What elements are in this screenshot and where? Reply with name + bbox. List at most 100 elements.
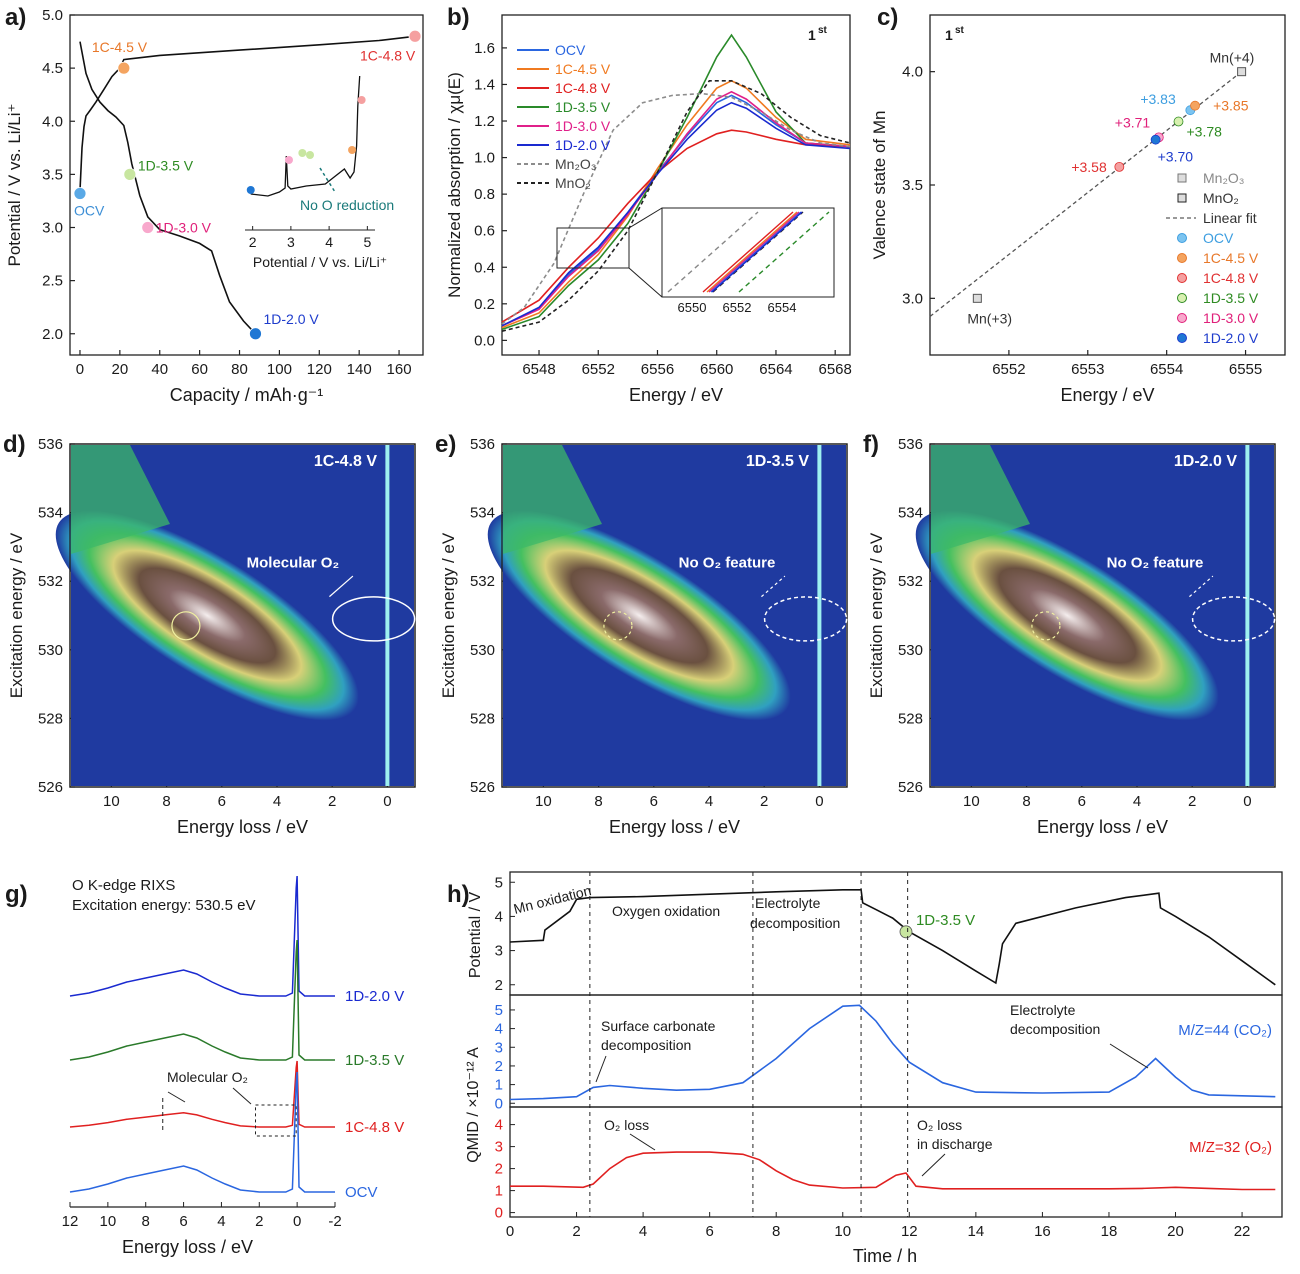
state-label: 1D-2.0 V bbox=[263, 311, 319, 327]
xanes-curve bbox=[501, 80, 851, 332]
phase-label: Mn oxidation bbox=[512, 882, 593, 917]
x-tick-label: 4 bbox=[273, 793, 281, 810]
x-tick-label: 6 bbox=[705, 1223, 713, 1240]
x-axis-label: Energy loss / eV bbox=[609, 817, 740, 837]
rixs-tail bbox=[503, 445, 602, 554]
xanes-curve bbox=[501, 94, 851, 327]
plot-frame bbox=[501, 443, 848, 788]
x-tick-label: 6554 bbox=[1150, 361, 1183, 378]
x-tick-label: 6555 bbox=[1229, 361, 1262, 378]
x-tick-label: 8 bbox=[1022, 793, 1030, 810]
panel-label: d) bbox=[3, 431, 26, 458]
x-tick-label: 6548 bbox=[522, 361, 555, 378]
y-tick-label: 526 bbox=[898, 779, 923, 796]
y-tick-label: 0.6 bbox=[474, 223, 495, 240]
legend-entry: 1C-4.5 V bbox=[1203, 250, 1259, 266]
trace-annotation: O₂ loss bbox=[604, 1117, 649, 1133]
x-tick-label: 20 bbox=[112, 361, 129, 378]
y-axis-label: Potential / V bbox=[467, 892, 484, 979]
y-tick-label: 3.0 bbox=[42, 220, 63, 237]
y-tick-label: 530 bbox=[470, 642, 495, 659]
spectrum-title: Excitation energy: 530.5 eV bbox=[72, 897, 255, 914]
trace-annotation: Surface carbonate bbox=[601, 1018, 716, 1034]
y-tick-label: 528 bbox=[470, 710, 495, 727]
x-tick-label: 10 bbox=[535, 793, 552, 810]
x-tick-label: 6 bbox=[218, 793, 226, 810]
xanes-curve bbox=[501, 101, 851, 327]
spectrum-label: 1C-4.8 V bbox=[345, 1119, 404, 1136]
map-title: 1D-3.5 V bbox=[746, 453, 809, 470]
spectrum-label: 1D-2.0 V bbox=[345, 988, 404, 1005]
y-tick-label: 4 bbox=[495, 1021, 503, 1038]
valence-marker bbox=[1150, 134, 1161, 145]
y-tick-label: 0 bbox=[495, 1095, 503, 1112]
y-tick-label: 2.5 bbox=[42, 273, 63, 290]
plot-frame bbox=[929, 443, 1276, 788]
zoom-curve bbox=[706, 211, 798, 293]
y-tick-label: 536 bbox=[898, 436, 923, 453]
x-tick-label: 0 bbox=[506, 1223, 514, 1240]
x-tick-label: 6560 bbox=[700, 361, 733, 378]
y-tick-label: 534 bbox=[470, 505, 495, 522]
annotation-arrow bbox=[761, 575, 786, 598]
y-tick-label: 2 bbox=[495, 1058, 503, 1075]
x-tick-label: 0 bbox=[383, 793, 391, 810]
legend-entry: OCV bbox=[555, 42, 586, 58]
valence-label: +3.85 bbox=[1213, 98, 1249, 114]
x-tick-label: 20 bbox=[1167, 1223, 1184, 1240]
cycle-label-sup: st bbox=[818, 25, 828, 36]
legend-entry: MnO₂ bbox=[555, 175, 591, 191]
x-tick-label: 6 bbox=[1078, 793, 1086, 810]
y-tick-label: 1.2 bbox=[474, 113, 495, 130]
rixs-spectrum bbox=[69, 1071, 335, 1193]
rixs-spectrum bbox=[69, 1060, 335, 1128]
legend-entry: 1C-4.8 V bbox=[1203, 270, 1259, 286]
x-tick-label: 6552 bbox=[582, 361, 615, 378]
x-tick-label: 140 bbox=[347, 361, 372, 378]
zoom-curve bbox=[711, 211, 803, 293]
legend-swatch bbox=[1177, 173, 1187, 183]
x-tick-label: 0 bbox=[293, 1213, 301, 1230]
co2-trace bbox=[509, 1004, 1276, 1101]
y-tick-label: 0.4 bbox=[474, 259, 495, 276]
state-marker bbox=[408, 29, 422, 43]
annotation-arrow bbox=[1109, 1043, 1149, 1069]
legend-swatch bbox=[1177, 193, 1187, 203]
x-tick-label: 4 bbox=[1133, 793, 1141, 810]
valence-label: +3.83 bbox=[1140, 91, 1176, 107]
map-title: 1C-4.8 V bbox=[314, 453, 377, 470]
valence-marker bbox=[1173, 116, 1184, 127]
state-label: 1D-3.5 V bbox=[138, 157, 194, 173]
y-tick-label: 526 bbox=[470, 779, 495, 796]
inset-annotation: No O reduction bbox=[300, 197, 394, 213]
zoom-tick-label: 6550 bbox=[678, 300, 707, 315]
x-tick-label: 8 bbox=[772, 1223, 780, 1240]
x-tick-label: 12 bbox=[901, 1223, 918, 1240]
trace-label: M/Z=32 (O₂) bbox=[1189, 1139, 1272, 1156]
y-tick-label: 1 bbox=[495, 1183, 503, 1200]
x-tick-label: 14 bbox=[968, 1223, 985, 1240]
x-tick-label: 6 bbox=[179, 1213, 187, 1230]
valence-label: +3.70 bbox=[1158, 149, 1194, 165]
state-marker bbox=[117, 61, 131, 75]
trace-annotation: in discharge bbox=[917, 1136, 993, 1152]
inset-tick-label: 5 bbox=[363, 234, 371, 250]
x-tick-label: 160 bbox=[387, 361, 412, 378]
plot-frame bbox=[501, 14, 851, 356]
zoom-curve bbox=[702, 211, 794, 293]
y-tick-label: 528 bbox=[38, 710, 63, 727]
o2-box bbox=[255, 1104, 297, 1137]
state-label: OCV bbox=[74, 203, 105, 219]
y-tick-label: 528 bbox=[898, 710, 923, 727]
phase-label: Electrolyte bbox=[755, 895, 821, 911]
rixs-intensity bbox=[487, 510, 791, 721]
panel-label: b) bbox=[447, 4, 470, 31]
y-tick-label: 532 bbox=[898, 573, 923, 590]
dqdv-curve bbox=[250, 75, 361, 197]
y-tick-label: 0.0 bbox=[474, 332, 495, 349]
valence-label: +3.78 bbox=[1187, 124, 1223, 140]
legend-entry: 1D-3.5 V bbox=[1203, 290, 1259, 306]
y-axis-label: Normalized absorption / χμ(E) bbox=[445, 72, 464, 298]
trace-annotation: decomposition bbox=[1010, 1021, 1100, 1037]
x-tick-label: 0 bbox=[1243, 793, 1251, 810]
